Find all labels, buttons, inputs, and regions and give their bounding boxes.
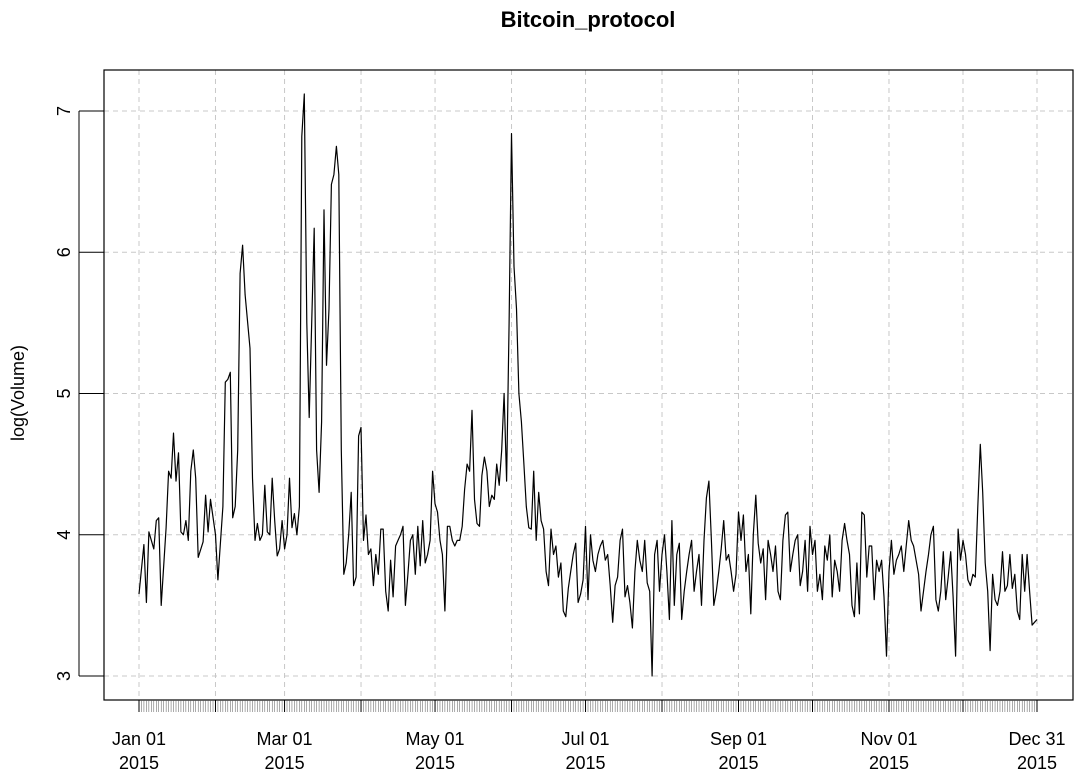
chart-title: Bitcoin_protocol [501,7,676,32]
plot-frame [103,69,1074,701]
x-tick-label-month-4: Sep 01 [710,729,767,749]
y-tick-label-4: 7 [54,106,74,116]
x-tick-label-year-5: 2015 [869,753,909,773]
y-tick-label-2: 5 [54,388,74,398]
x-tick-label-month-1: Mar 01 [257,729,313,749]
x-tick-label-year-3: 2015 [566,753,606,773]
y-axis: 3 4 5 6 7 [54,106,104,681]
y-tick-label-3: 6 [54,247,74,257]
y-tick-label-0: 3 [54,671,74,681]
y-tick-label-1: 4 [54,530,74,540]
x-tick-label-year-1: 2015 [265,753,305,773]
x-tick-label-month-3: Jul 01 [562,729,610,749]
x-tick-label-month-2: May 01 [406,729,465,749]
x-axis: Jan 01 2015 Mar 01 2015 May 01 2015 Jul 01 2015… [112,699,1066,773]
series-line-0 [138,93,1038,677]
x-tick-label-year-2: 2015 [415,753,455,773]
x-tick-label-month-5: Nov 01 [860,729,917,749]
y-axis-label: log(Volume) [8,345,28,441]
x-tick-label-month-0: Jan 01 [112,729,166,749]
x-tick-label-year-0: 2015 [119,753,159,773]
series-layer [138,93,1038,677]
x-tick-label-year-4: 2015 [718,753,758,773]
x-tick-label-month-6: Dec 31 [1008,729,1065,749]
grid-lines [104,70,1073,700]
x-tick-label-year-6: 2015 [1017,753,1057,773]
